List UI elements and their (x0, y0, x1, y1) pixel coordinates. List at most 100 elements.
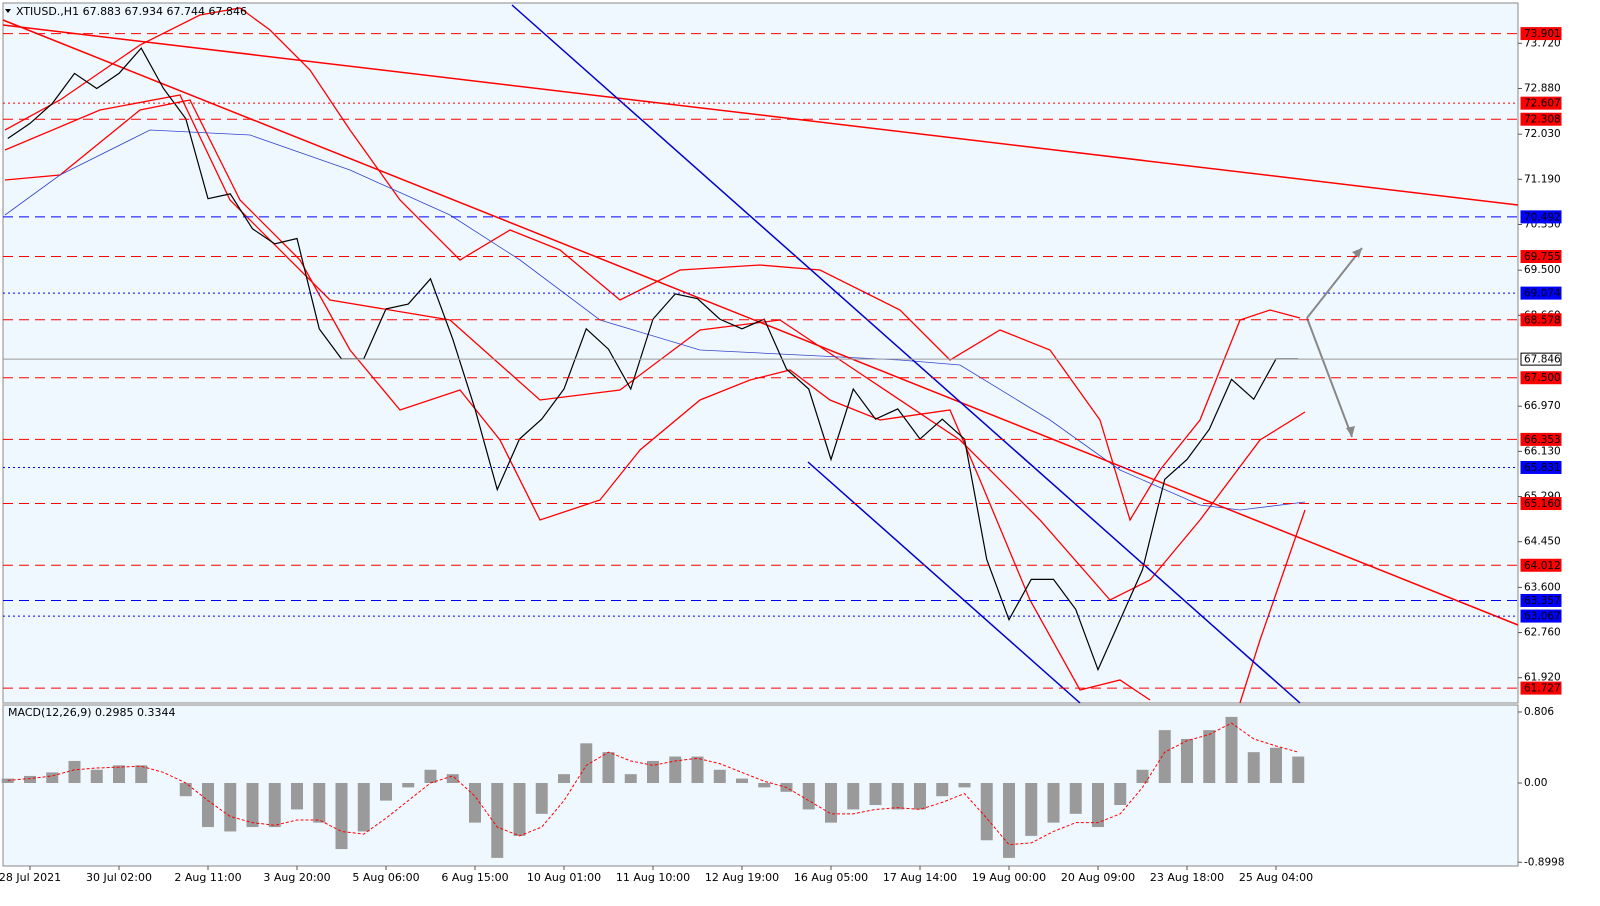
arrow (1306, 317, 1353, 438)
macd-bar (246, 782, 259, 828)
macd-bar (580, 743, 593, 783)
macd-bar (402, 782, 415, 788)
price-tag-label: 73.901 (1524, 28, 1561, 40)
macd-bar (424, 769, 437, 783)
y-tick-label: 66.130 (1524, 445, 1561, 457)
x-tick-label: 3 Aug 20:00 (263, 871, 330, 884)
x-tick-label: 6 Aug 15:00 (441, 871, 508, 884)
macd-title: MACD(12,26,9) 0.2985 0.3344 (8, 706, 176, 719)
macd-bar (1114, 782, 1127, 806)
macd-bar (179, 782, 192, 797)
price-tag-label: 70.492 (1524, 211, 1561, 223)
macd-bar (469, 782, 481, 823)
price-tag-label: 66.353 (1524, 434, 1561, 446)
macd-bar (68, 760, 81, 783)
macd-bar (558, 774, 570, 783)
macd-bar (802, 782, 815, 810)
macd-bar (624, 774, 637, 783)
arrow (1306, 247, 1363, 319)
x-tick-label: 23 Aug 18:00 (1150, 871, 1224, 884)
chart-title: XTIUSD.,H1 67.883 67.934 67.744 67.846 (16, 5, 247, 18)
y-tick-label: 66.970 (1524, 400, 1561, 412)
macd-bar (980, 782, 993, 841)
bollinger-middle (4, 94, 1306, 601)
macd-bar (1003, 782, 1015, 858)
price-tag (1520, 558, 1562, 572)
x-tick-label: 2 Aug 11:00 (174, 871, 241, 884)
macd-bar (313, 782, 326, 823)
macd-bar (647, 760, 659, 783)
macd-bar (357, 782, 370, 832)
x-tick-label: 19 Aug 00:00 (972, 871, 1046, 884)
price-tag (1520, 27, 1562, 41)
macd-bar (90, 769, 103, 783)
macd-bar (335, 782, 348, 850)
moving-average (4, 129, 1306, 511)
macd-bar (380, 782, 392, 801)
price-tag-label: 67.846 (1524, 354, 1561, 366)
macd-bar (891, 782, 904, 810)
macd-bar (535, 782, 548, 814)
macd-bar (713, 769, 726, 783)
price-tag (1520, 112, 1562, 126)
macd-bar (1069, 782, 1082, 814)
x-tick-label: 5 Aug 06:00 (352, 871, 419, 884)
bollinger-lower-recent (1239, 509, 1306, 704)
price-tag (1520, 371, 1562, 385)
macd-bar (958, 782, 971, 788)
macd-bar (1247, 752, 1260, 783)
signal-line (7, 722, 1299, 846)
y-tick-label: 69.500 (1524, 264, 1561, 276)
trend-line (2, 24, 1519, 206)
price-tag (1520, 681, 1562, 695)
macd-bar (46, 772, 59, 783)
price-tag-label: 67.500 (1524, 372, 1561, 384)
drawings (2, 4, 1519, 704)
bollinger-upper (4, 7, 1301, 522)
macd-bar (202, 782, 214, 828)
price-tag-label: 72.607 (1524, 98, 1561, 110)
macd-bar (736, 778, 748, 783)
price-tag-label: 69.074 (1524, 288, 1561, 300)
macd-bar (1158, 730, 1171, 783)
price-line (7, 47, 1299, 672)
macd-bar (602, 752, 615, 783)
macd-bar (691, 756, 704, 783)
x-tick-label: 25 Aug 04:00 (1239, 871, 1313, 884)
macd-bar (1270, 747, 1282, 783)
x-tick-label: 17 Aug 14:00 (883, 871, 957, 884)
y-tick-label: 72.880 (1524, 82, 1561, 94)
macd-bar (135, 765, 148, 783)
price-tag (1520, 432, 1562, 446)
price-tag (1520, 210, 1562, 224)
bollinger-lower (4, 99, 1151, 701)
y-tick-label: 73.720 (1524, 37, 1561, 49)
y-tick-label: 61.920 (1524, 672, 1561, 684)
y-tick-label: -0.8998 (1524, 856, 1565, 868)
macd-bar (24, 775, 36, 783)
price-tag-label: 61.727 (1524, 683, 1561, 695)
x-tick-label: 16 Aug 05:00 (794, 871, 868, 884)
price-tag-label: 72.308 (1524, 114, 1561, 126)
price-tag-label: 65.831 (1524, 462, 1561, 474)
price-tag (1520, 313, 1562, 327)
macd-bar (825, 782, 837, 823)
x-tick-label: 20 Aug 09:00 (1061, 871, 1135, 884)
macd-bar (1092, 782, 1104, 828)
price-tag (1520, 460, 1562, 474)
arrow-head (1352, 248, 1362, 258)
price-tag-label: 65.160 (1524, 498, 1561, 510)
macd-bar (1292, 756, 1305, 783)
y-tick-label: 64.450 (1524, 536, 1561, 548)
price-tag-label: 63.067 (1524, 611, 1561, 623)
macd-bar (491, 782, 504, 858)
macd-bar (513, 782, 526, 836)
macd-bar (1136, 769, 1149, 783)
price-tag (1520, 609, 1562, 623)
macd-bar (758, 782, 771, 788)
channel-line (511, 4, 1301, 704)
macd-bar (446, 774, 459, 783)
y-tick-label: 0.00 (1524, 777, 1547, 789)
